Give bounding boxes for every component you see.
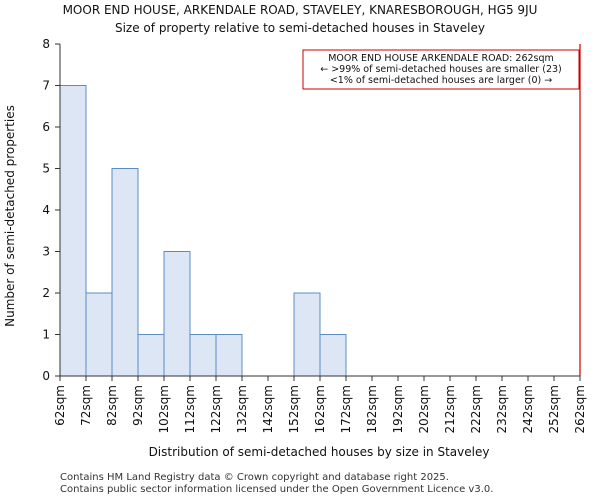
annotation-frame (302, 49, 580, 90)
y-tick-label-7: 7 (42, 79, 50, 93)
x-tick-label-192sqm: 192sqm (391, 385, 405, 433)
x-tick-label-222sqm: 222sqm (469, 385, 483, 433)
bar-112sqm (189, 334, 217, 377)
bar-122sqm (215, 334, 243, 377)
bar-152sqm (293, 292, 321, 377)
x-tick-label-242sqm: 242sqm (521, 385, 535, 433)
y-tick-label-3: 3 (42, 245, 50, 259)
y-tick-labels: 0 1 2 3 4 5 6 7 8 (42, 37, 50, 383)
bar-102sqm (163, 251, 191, 377)
x-tick-labels: 62sqm 72sqm 82sqm 92sqm 102sqm 112sqm 122sqm 13… (53, 385, 587, 433)
x-tick-label-162sqm: 162sqm (313, 385, 327, 433)
x-tick-label-202sqm: 202sqm (417, 385, 431, 433)
x-tick-label-122sqm: 122sqm (209, 385, 223, 433)
y-tick-label-2: 2 (42, 286, 50, 300)
bar-162sqm (319, 334, 347, 377)
x-tick-label-182sqm: 182sqm (365, 385, 379, 433)
bars (59, 85, 347, 377)
x-tick-label-102sqm: 102sqm (157, 385, 171, 433)
annotation-box: MOOR END HOUSE ARKENDALE ROAD: 262sqm ← … (302, 49, 580, 90)
x-tick-label-262sqm: 262sqm (573, 385, 587, 433)
y-tick-label-8: 8 (42, 37, 50, 51)
bar-92sqm (137, 334, 165, 377)
x-tick-label-82sqm: 82sqm (105, 385, 119, 426)
x-tick-label-172sqm: 172sqm (339, 385, 353, 433)
bar-82sqm (111, 168, 139, 377)
y-axis-label: Number of semi-detached properties (3, 105, 17, 327)
y-tick-label-4: 4 (42, 203, 50, 217)
chart-subtitle: Size of property relative to semi-detach… (115, 21, 485, 35)
x-tick-label-132sqm: 132sqm (235, 385, 249, 433)
x-tick-label-72sqm: 72sqm (79, 385, 93, 426)
x-tick-label-252sqm: 252sqm (547, 385, 561, 433)
y-tick-label-0: 0 (42, 369, 50, 383)
x-tick-label-152sqm: 152sqm (287, 385, 301, 433)
chart-title: MOOR END HOUSE, ARKENDALE ROAD, STAVELEY… (63, 3, 538, 17)
x-tick-label-62sqm: 62sqm (53, 385, 67, 426)
bar-62sqm (59, 85, 87, 377)
annotation-line-1: MOOR END HOUSE ARKENDALE ROAD: 262sqm (328, 53, 554, 64)
y-tick-label-1: 1 (42, 328, 50, 342)
y-tick-label-6: 6 (42, 120, 50, 134)
y-tick-label-5: 5 (42, 162, 50, 176)
axes (55, 43, 581, 381)
bar-72sqm (85, 292, 113, 377)
x-tick-label-142sqm: 142sqm (261, 385, 275, 433)
annotation-line-2: ← >99% of semi-detached houses are small… (320, 64, 562, 75)
x-tick-label-112sqm: 112sqm (183, 385, 197, 433)
x-tick-label-92sqm: 92sqm (131, 385, 145, 426)
x-tick-label-232sqm: 232sqm (495, 385, 509, 433)
footer-line-1: Contains HM Land Registry data © Crown c… (60, 472, 449, 483)
x-tick-label-212sqm: 212sqm (443, 385, 457, 433)
x-axis-label: Distribution of semi-detached houses by … (149, 445, 490, 459)
footer-line-2: Contains public sector information licen… (60, 484, 494, 495)
annotation-line-3: <1% of semi-detached houses are larger (… (330, 75, 552, 86)
